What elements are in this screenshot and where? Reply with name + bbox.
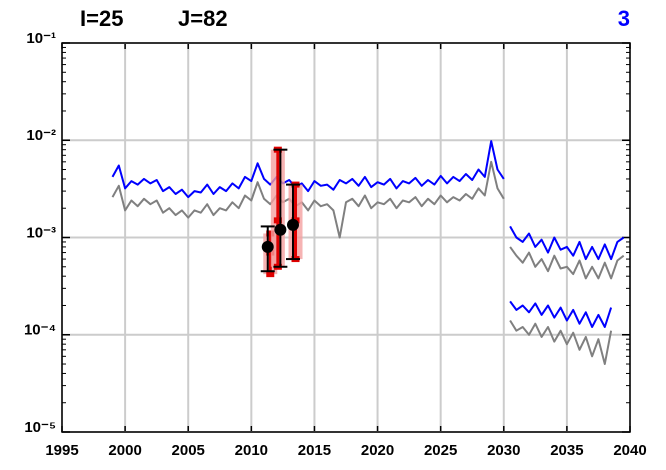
observation-marker	[273, 217, 282, 224]
chart-subtitle: J=82	[178, 6, 228, 31]
observation-marker	[266, 271, 275, 278]
x-tick-label: 2040	[613, 442, 646, 459]
panel-number: 3	[618, 6, 630, 31]
x-tick-label: 1995	[45, 442, 78, 459]
observation-marker	[266, 230, 275, 237]
x-tick-label: 2025	[424, 442, 457, 459]
chart-title: I=25	[80, 6, 123, 31]
series-line	[509, 246, 625, 280]
x-tick-label: 2000	[108, 442, 141, 459]
series-line	[111, 160, 505, 239]
y-tick-label: 10⁻¹	[26, 30, 56, 47]
x-tick-label: 2015	[298, 442, 331, 459]
x-tick-label: 2020	[361, 442, 394, 459]
x-tick-label: 2005	[172, 442, 205, 459]
x-tick-label: 2035	[550, 442, 583, 459]
plot-frame	[61, 42, 631, 433]
series-line	[509, 225, 625, 261]
x-tick-label: 2010	[235, 442, 268, 459]
y-tick-label: 10⁻²	[26, 127, 56, 144]
series-line	[509, 319, 613, 365]
y-tick-label: 10⁻³	[26, 224, 56, 241]
y-tick-label: 10⁻⁴	[24, 322, 56, 339]
y-tick-label: 10⁻⁵	[24, 419, 56, 436]
series-line	[509, 300, 613, 328]
observation-marker	[266, 249, 275, 256]
estimate-point	[261, 240, 274, 253]
series-line	[111, 140, 505, 199]
x-tick-label: 2030	[487, 442, 520, 459]
estimate-point	[286, 218, 299, 231]
estimate-point	[274, 223, 287, 236]
